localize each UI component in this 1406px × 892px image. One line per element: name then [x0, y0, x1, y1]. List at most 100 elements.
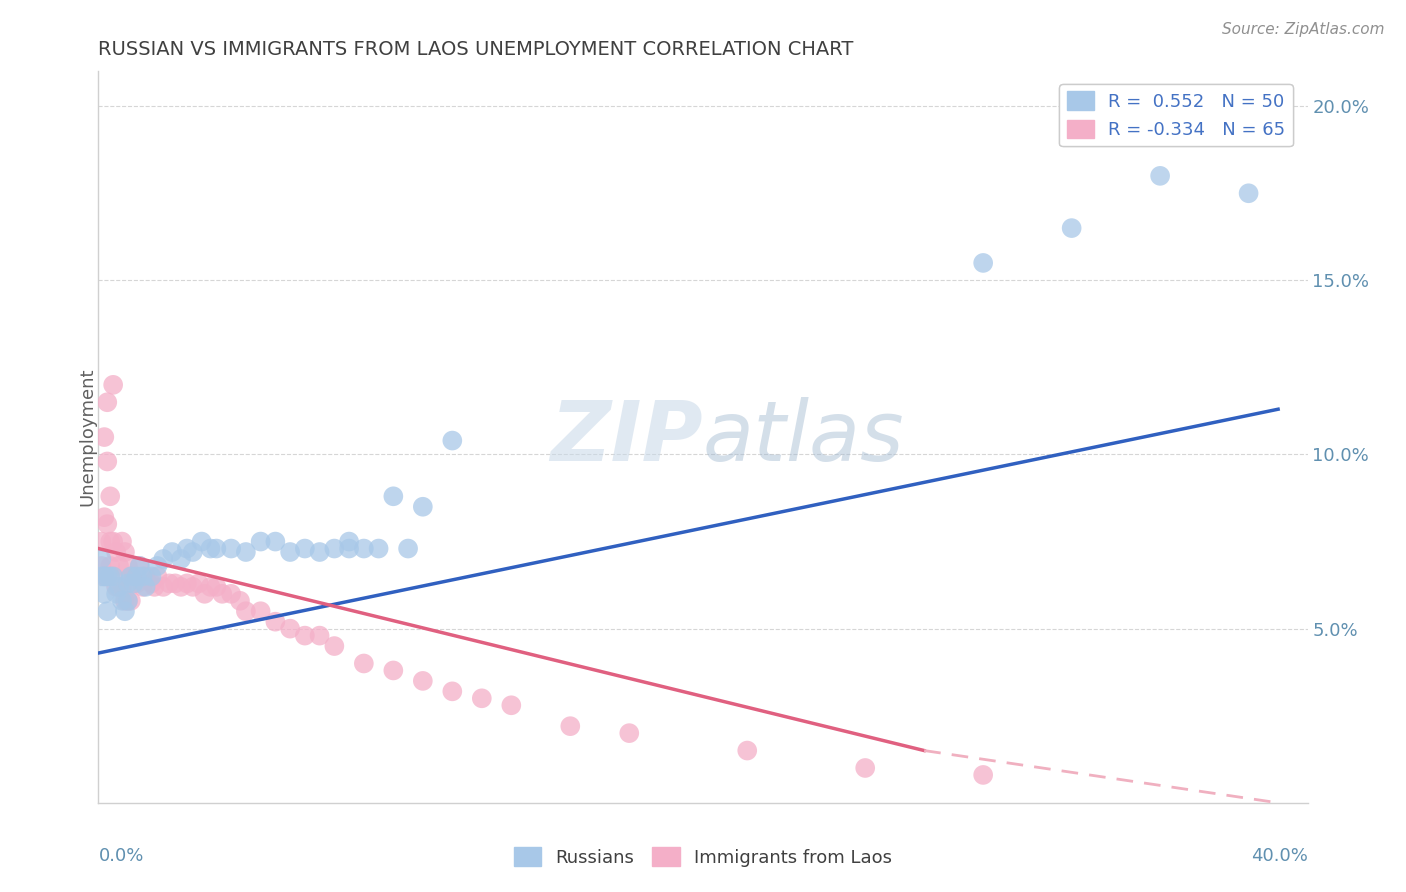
Point: [135, 569, 157, 583]
Legend: R =  0.552   N = 50, R = -0.334   N = 65: R = 0.552 N = 50, R = -0.334 N = 65: [1059, 84, 1292, 146]
Point: [96, 604, 118, 618]
Point: [235, 545, 257, 559]
Point: [141, 569, 163, 583]
Point: [122, 576, 145, 591]
Text: ZIP: ZIP: [550, 397, 703, 477]
Point: [264, 534, 287, 549]
Point: [278, 622, 301, 636]
Point: [294, 541, 316, 556]
Text: RUSSIAN VS IMMIGRANTS FROM LAOS UNEMPLOYMENT CORRELATION CHART: RUSSIAN VS IMMIGRANTS FROM LAOS UNEMPLOY…: [98, 39, 853, 59]
Point: [122, 569, 145, 583]
Point: [1060, 221, 1083, 235]
Point: [120, 569, 142, 583]
Point: [114, 604, 136, 618]
Point: [117, 594, 139, 608]
Point: [101, 377, 124, 392]
Point: [190, 534, 212, 549]
Point: [412, 500, 434, 514]
Point: [181, 545, 204, 559]
Point: [141, 576, 163, 591]
Point: [200, 541, 222, 556]
Point: [131, 580, 153, 594]
Text: 0.0%: 0.0%: [98, 847, 143, 864]
Point: [93, 569, 115, 583]
Point: [619, 726, 641, 740]
Point: [90, 552, 112, 566]
Point: [194, 587, 217, 601]
Point: [972, 768, 994, 782]
Point: [249, 604, 271, 618]
Point: [135, 580, 157, 594]
Point: [205, 541, 228, 556]
Point: [353, 541, 375, 556]
Point: [111, 580, 134, 594]
Point: [90, 569, 112, 583]
Point: [187, 576, 209, 591]
Point: [176, 541, 198, 556]
Point: [367, 541, 389, 556]
Point: [98, 558, 121, 573]
Point: [165, 576, 187, 591]
Point: [211, 587, 233, 601]
Point: [98, 569, 121, 583]
Point: [93, 510, 115, 524]
Point: [96, 569, 118, 583]
Point: [117, 594, 139, 608]
Point: [101, 569, 124, 583]
Y-axis label: Unemployment: Unemployment: [79, 368, 96, 507]
Point: [200, 580, 222, 594]
Point: [264, 615, 287, 629]
Point: [96, 454, 118, 468]
Point: [337, 541, 360, 556]
Point: [219, 541, 242, 556]
Point: [308, 545, 330, 559]
Text: 40.0%: 40.0%: [1251, 847, 1308, 864]
Point: [382, 664, 405, 678]
Point: [101, 569, 124, 583]
Point: [501, 698, 523, 713]
Point: [176, 576, 198, 591]
Point: [114, 594, 136, 608]
Point: [219, 587, 242, 601]
Point: [441, 434, 464, 448]
Point: [96, 395, 118, 409]
Point: [152, 552, 174, 566]
Point: [111, 594, 134, 608]
Point: [412, 673, 434, 688]
Point: [1237, 186, 1260, 201]
Point: [146, 569, 169, 583]
Point: [294, 629, 316, 643]
Point: [98, 489, 121, 503]
Point: [157, 576, 180, 591]
Point: [560, 719, 582, 733]
Point: [105, 587, 128, 601]
Point: [229, 594, 252, 608]
Point: [114, 545, 136, 559]
Point: [108, 558, 131, 573]
Point: [170, 580, 193, 594]
Point: [143, 580, 166, 594]
Point: [128, 558, 150, 573]
Point: [117, 558, 139, 573]
Point: [96, 569, 118, 583]
Point: [90, 558, 112, 573]
Text: Source: ZipAtlas.com: Source: ZipAtlas.com: [1222, 22, 1385, 37]
Point: [249, 534, 271, 549]
Text: atlas: atlas: [703, 397, 904, 477]
Point: [972, 256, 994, 270]
Point: [441, 684, 464, 698]
Point: [90, 534, 112, 549]
Point: [96, 517, 118, 532]
Point: [120, 594, 142, 608]
Point: [170, 552, 193, 566]
Point: [735, 743, 758, 757]
Point: [353, 657, 375, 671]
Point: [323, 541, 346, 556]
Point: [396, 541, 419, 556]
Point: [308, 629, 330, 643]
Point: [278, 545, 301, 559]
Point: [1149, 169, 1171, 183]
Point: [93, 569, 115, 583]
Point: [120, 569, 142, 583]
Point: [93, 430, 115, 444]
